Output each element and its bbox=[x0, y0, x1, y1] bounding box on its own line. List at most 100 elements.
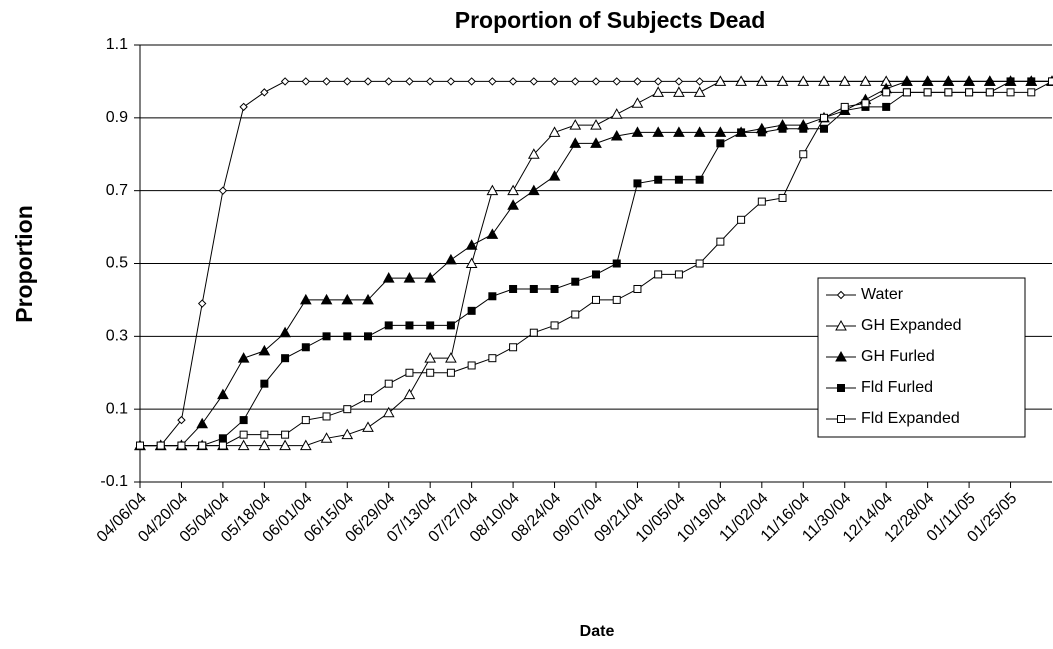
data-point bbox=[800, 125, 807, 132]
data-point bbox=[1028, 89, 1035, 96]
data-point bbox=[199, 300, 206, 307]
data-point bbox=[738, 129, 745, 136]
data-point bbox=[489, 78, 496, 85]
y-axis-label: Proportion bbox=[11, 205, 37, 323]
data-point bbox=[282, 355, 289, 362]
data-point bbox=[197, 419, 207, 428]
data-point bbox=[655, 271, 662, 278]
data-point bbox=[841, 103, 848, 110]
data-point bbox=[199, 442, 206, 449]
data-point bbox=[302, 78, 309, 85]
data-point bbox=[468, 307, 475, 314]
data-point bbox=[302, 417, 309, 424]
data-point bbox=[323, 333, 330, 340]
data-point bbox=[572, 78, 579, 85]
data-point bbox=[446, 255, 456, 264]
data-point bbox=[157, 442, 164, 449]
data-point bbox=[530, 285, 537, 292]
data-point bbox=[385, 380, 392, 387]
data-point bbox=[966, 89, 973, 96]
y-tick-label: 0.9 bbox=[106, 109, 128, 126]
data-point bbox=[924, 89, 931, 96]
legend-marker bbox=[838, 385, 845, 392]
legend-marker bbox=[838, 416, 845, 423]
data-point bbox=[219, 442, 226, 449]
data-point bbox=[613, 296, 620, 303]
data-point bbox=[282, 78, 289, 85]
data-point bbox=[551, 78, 558, 85]
data-point bbox=[468, 362, 475, 369]
data-point bbox=[137, 442, 144, 449]
legend-label: GH Expanded bbox=[861, 317, 962, 334]
data-point bbox=[530, 329, 537, 336]
data-point bbox=[363, 422, 373, 431]
data-point bbox=[634, 285, 641, 292]
data-point bbox=[1007, 89, 1014, 96]
data-point bbox=[384, 273, 394, 282]
legend-label: Fld Furled bbox=[861, 379, 933, 396]
data-point bbox=[427, 322, 434, 329]
data-point bbox=[218, 390, 228, 399]
data-point bbox=[800, 151, 807, 158]
y-tick-label: 0.5 bbox=[106, 255, 128, 272]
data-point bbox=[675, 78, 682, 85]
data-point bbox=[675, 176, 682, 183]
data-point bbox=[404, 273, 414, 282]
data-point bbox=[632, 98, 642, 107]
data-point bbox=[219, 435, 226, 442]
data-point bbox=[508, 200, 518, 209]
data-point bbox=[427, 78, 434, 85]
x-axis-label: Date bbox=[580, 623, 615, 640]
data-point bbox=[344, 406, 351, 413]
chart-title: Proportion of Subjects Dead bbox=[455, 7, 766, 33]
data-point bbox=[510, 78, 517, 85]
data-point bbox=[883, 103, 890, 110]
data-point bbox=[986, 89, 993, 96]
data-point bbox=[323, 78, 330, 85]
data-point bbox=[385, 322, 392, 329]
data-point bbox=[612, 109, 622, 118]
y-tick-label: -0.1 bbox=[100, 473, 128, 490]
data-point bbox=[342, 295, 352, 304]
data-point bbox=[322, 295, 332, 304]
data-point bbox=[572, 278, 579, 285]
data-point bbox=[613, 260, 620, 267]
data-point bbox=[945, 89, 952, 96]
data-point bbox=[551, 322, 558, 329]
data-point bbox=[510, 285, 517, 292]
data-point bbox=[655, 78, 662, 85]
data-point bbox=[779, 125, 786, 132]
y-tick-label: 1.1 bbox=[106, 36, 128, 53]
data-point bbox=[903, 89, 910, 96]
data-point bbox=[634, 180, 641, 187]
data-point bbox=[883, 89, 890, 96]
data-point bbox=[510, 344, 517, 351]
data-point bbox=[696, 78, 703, 85]
data-point bbox=[261, 89, 268, 96]
data-point bbox=[467, 240, 477, 249]
data-point bbox=[344, 78, 351, 85]
data-point bbox=[406, 78, 413, 85]
data-point bbox=[655, 176, 662, 183]
data-point bbox=[406, 322, 413, 329]
data-point bbox=[738, 216, 745, 223]
data-point bbox=[489, 293, 496, 300]
data-point bbox=[447, 322, 454, 329]
data-point bbox=[570, 120, 580, 129]
data-point bbox=[821, 125, 828, 132]
data-point bbox=[240, 103, 247, 110]
data-point bbox=[779, 194, 786, 201]
data-point bbox=[530, 78, 537, 85]
data-point bbox=[758, 198, 765, 205]
data-point bbox=[489, 355, 496, 362]
data-point bbox=[717, 238, 724, 245]
data-point bbox=[219, 187, 226, 194]
data-point bbox=[593, 296, 600, 303]
y-tick-label: 0.1 bbox=[106, 400, 128, 417]
data-point bbox=[550, 171, 560, 180]
data-point bbox=[323, 413, 330, 420]
data-point bbox=[280, 328, 290, 337]
